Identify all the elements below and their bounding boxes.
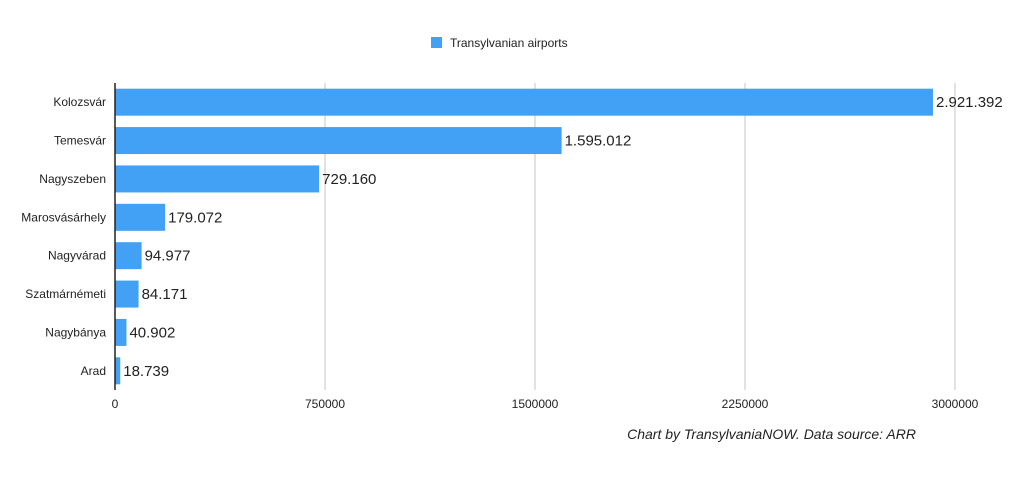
category-labels: Kolozsvár Temesvár Nagyszeben Marosvásárhel… [21,95,106,378]
bar-value-label: 179.072 [168,209,222,226]
x-tick-labels: 0 750000 1500000 2250000 3000000 [112,397,979,411]
category-label: Nagyvárad [48,249,106,263]
bar-value-label: 2.921.392 [936,94,1003,111]
bar [115,127,562,155]
bar-value-label: 1.595.012 [565,133,632,150]
legend: Transylvanian airports [431,36,568,50]
bar-value-label: 729.160 [322,171,376,188]
chart-credit: Chart by TransylvaniaNOW. Data source: A… [627,426,916,442]
bar-value-label: 84.171 [142,286,188,303]
category-label: Szatmárnémeti [25,287,106,301]
bar [115,318,127,346]
x-tick-label: 750000 [305,397,345,411]
bar [115,242,142,270]
bar [115,280,139,308]
category-label: Marosvásárhely [21,210,106,224]
x-tick-label: 1500000 [512,397,559,411]
category-label: Nagyszeben [39,172,106,186]
bar-value-label: 18.739 [123,363,169,380]
category-label: Nagybánya [45,325,106,339]
category-label: Kolozsvár [53,95,106,109]
bar [115,203,166,231]
bar-value-label: 40.902 [129,324,175,341]
bar [115,165,320,193]
bar-value-label: 94.977 [145,248,191,265]
x-tick-label: 3000000 [932,397,979,411]
bar [115,88,933,116]
legend-label: Transylvanian airports [450,36,568,50]
bars: 2.921.392 1.595.012 729.160 179.072 94.977 84… [115,88,1003,385]
x-tick-label: 0 [112,397,119,411]
category-label: Arad [81,364,106,378]
category-label: Temesvár [54,134,106,148]
bar [115,357,121,385]
legend-swatch [431,37,442,48]
x-tick-label: 2250000 [722,397,769,411]
